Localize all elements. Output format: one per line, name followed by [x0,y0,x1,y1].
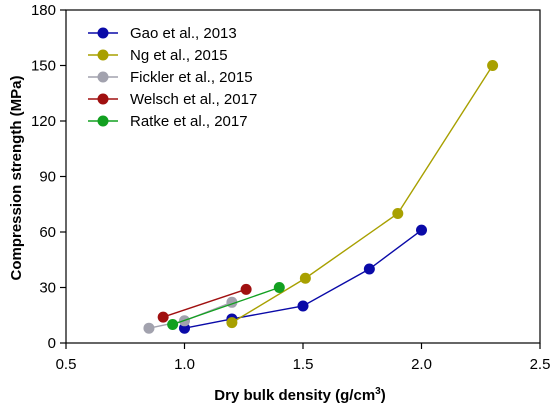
legend: Gao et al., 2013 Ng et al., 2015 Fickler e… [88,25,257,130]
y-tick-label: 90 [39,169,56,186]
x-tick-label: 1.0 [174,356,195,373]
data-point [226,317,238,329]
legend-marker [97,49,109,61]
series-layer [143,60,499,334]
data-point [143,322,155,334]
data-point [273,282,285,293]
legend-marker [97,93,109,105]
x-axis-title: Dry bulk density (g/cm3) [214,386,385,404]
x-axis-title-end: ) [381,387,386,404]
y-axis-title: Compression strength (MPa) [8,75,25,280]
x-axis-title-superscript: 3 [375,386,381,397]
data-point [299,272,311,284]
legend-label: Gao et al., 2013 [130,25,237,42]
x-tick-label: 0.5 [56,356,77,373]
y-tick-label: 30 [39,280,56,297]
y-tick-label: 180 [31,2,56,19]
legend-label: Ratke et al., 2017 [130,113,248,130]
x-tick-label: 1.5 [293,356,314,373]
legend-label: Fickler et al., 2015 [130,69,253,86]
x-tick-label: 2.0 [411,356,432,373]
y-tick-label: 150 [31,58,56,75]
x-axis-title-main: Dry bulk density (g/cm [214,387,375,404]
series-fickler-et-al-2015 [143,296,238,334]
series-line [231,65,494,324]
legend-item: Gao et al., 2013 [88,25,237,42]
ticks: 0.5 1.0 1.5 2.0 2.5 0 30 60 90 120 150 180 [31,2,550,373]
data-point [167,319,179,330]
data-point [297,300,309,312]
data-point [363,263,375,275]
legend-marker [97,115,109,127]
y-tick-label: 0 [48,335,56,352]
series-ratke-et-al-2017 [167,282,285,330]
data-point [157,311,169,323]
data-point [416,224,427,236]
data-point [240,283,252,295]
legend-label: Welsch et al., 2017 [130,91,257,108]
legend-item: Welsch et al., 2017 [88,91,257,108]
series-ng-et-al-2015 [226,60,499,329]
x-tick-label: 2.5 [530,356,550,373]
y-tick-label: 120 [31,113,56,130]
series-line [172,286,280,326]
legend-label: Ng et al., 2015 [130,47,228,64]
legend-item: Fickler et al., 2015 [88,69,253,86]
data-point [487,60,499,71]
legend-item: Ratke et al., 2017 [88,113,248,130]
y-tick-label: 60 [39,224,56,241]
legend-marker [97,71,109,83]
data-point [392,208,404,219]
series-line [162,288,247,318]
legend-item: Ng et al., 2015 [88,47,228,64]
legend-marker [97,27,109,39]
series-welsch-et-al-2017 [157,283,252,323]
